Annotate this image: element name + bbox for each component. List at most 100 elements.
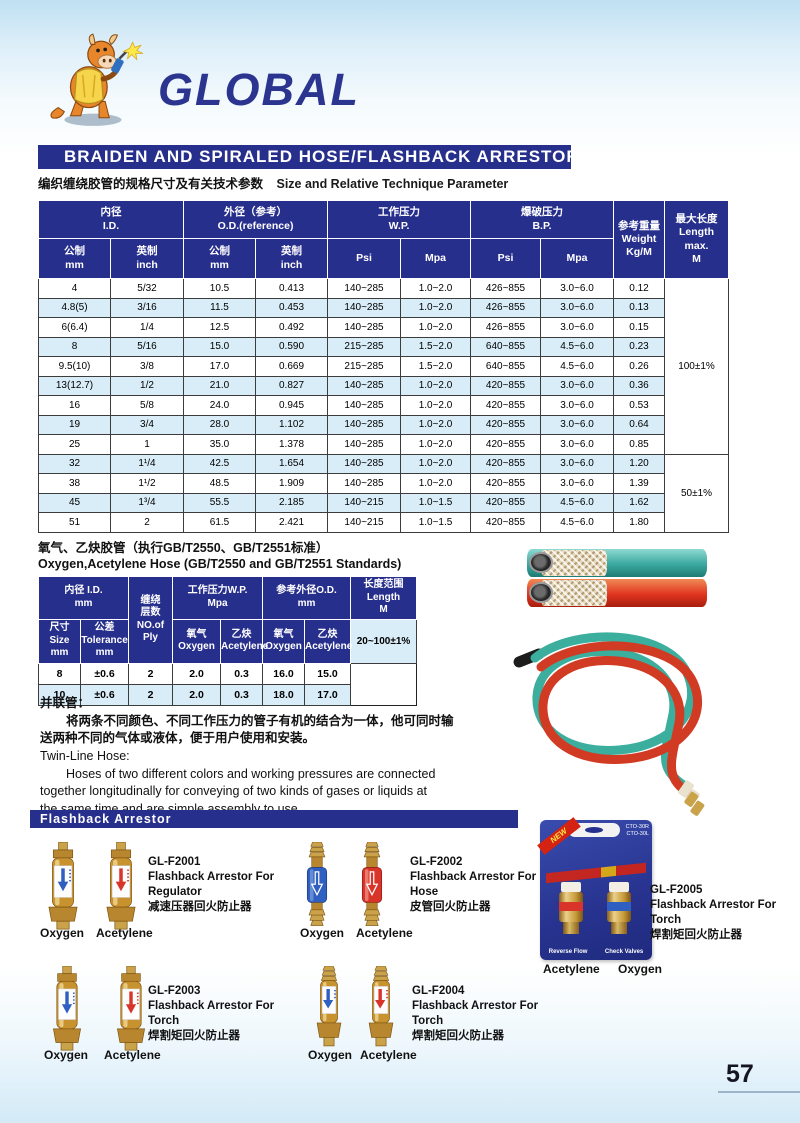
gl-f2005-desc1: Flashback Arrestor For	[650, 898, 777, 911]
cell-od-acetylene: 15.0	[304, 662, 352, 685]
cell-od-mm: 24.0	[183, 395, 256, 416]
cell-od-mm: 11.5	[183, 297, 256, 318]
cell-od-mm: 21.0	[183, 375, 256, 396]
cell-wp-psi: 215~285	[327, 356, 402, 377]
cell-wp-mpa: 1.0~2.0	[400, 453, 472, 474]
cell-bp-psi: 426~855	[470, 278, 542, 299]
cell-wp-psi: 140~285	[327, 434, 402, 455]
spec-table-row: 6(6.4) 1/4 12.5 0.492 140~285 1.0~2.0 42…	[38, 317, 729, 338]
oxygen-check-valve	[606, 882, 632, 934]
col-size: 尺寸 Size mm	[38, 618, 81, 664]
spec-table-row: 51 2 61.5 2.421 140~215 1.0~1.5 420~855 …	[38, 512, 729, 533]
page-number: 57	[726, 1060, 754, 1088]
gl-f2003-desc1: Flashback Arrestor For	[148, 999, 275, 1012]
cell-wp-acetylene: 0.3	[219, 683, 264, 706]
section-title-bar: BRAIDEN AND SPIRALED HOSE/FLASHBACK ARRE…	[38, 145, 579, 169]
cell-bp-psi: 420~855	[470, 434, 542, 455]
cell-bp-mpa: 3.0~6.0	[540, 395, 615, 416]
cell-bp-mpa: 3.0~6.0	[540, 375, 615, 396]
pack-bottom-text: Reverse Flow Check Valves	[548, 949, 644, 955]
cell-od-mm: 42.5	[183, 453, 256, 474]
gl-f2005-blister-pack-photo: NEW CTO-30R CTO-30L Reverse Flow Check V	[537, 817, 652, 960]
cell-id-mm: 38	[38, 473, 111, 494]
gl-f2003-label-acetylene: Acetylene	[104, 1048, 161, 1062]
cell-weight: 0.23	[613, 336, 666, 357]
cell-wp-mpa: 1.5~2.0	[400, 336, 472, 357]
subtitle-en: Size and Relative Technique Parameter	[276, 177, 509, 191]
gl-f2002-desc1: Flashback Arrestor For	[410, 870, 537, 883]
cell-bp-mpa: 3.0~6.0	[540, 317, 615, 338]
spec-table-row: 4 5/32 10.5 0.413 140~285 1.0~2.0 426~85…	[38, 278, 730, 455]
cell-od-inch: 2.421	[254, 512, 329, 533]
cell-od-inch: 2.185	[254, 492, 329, 513]
col-bp-psi: Psi	[470, 238, 542, 279]
cell-od-inch: 0.827	[254, 375, 329, 396]
cell-id-inch: 3/8	[110, 356, 184, 377]
cell-wp-psi: 140~285	[327, 375, 402, 396]
gl-f2003-desc-zh: 焊割矩回火防止器	[148, 1029, 240, 1042]
twin-en-title: Twin-Line Hose:	[40, 749, 130, 763]
cell-weight: 0.26	[613, 356, 666, 377]
pack-codes: CTO-30R CTO-30L	[625, 824, 649, 838]
cell-id-mm: 8	[38, 336, 111, 357]
cell-od-oxygen: 18.0	[262, 683, 306, 706]
gl-f2001-oxygen-arrestor-photo	[48, 842, 78, 930]
cell-id-mm: 25	[38, 434, 111, 455]
cell-wp-acetylene: 0.3	[219, 662, 264, 685]
spec-table-row: 25 1 35.0 1.378 140~285 1.0~2.0 420~855 …	[38, 434, 729, 455]
cell-weight: 0.15	[613, 317, 666, 338]
hose-bore	[529, 552, 553, 573]
gl-f2003-acetylene-arrestor-photo	[116, 966, 146, 1051]
twin-line-description-en: Twin-Line Hose: Hoses of two different c…	[40, 748, 510, 818]
gl-f2003-desc2: Torch	[148, 1014, 180, 1027]
cell-id-inch: 1¹/2	[110, 473, 184, 494]
blister-card: NEW CTO-30R CTO-30L Reverse Flow Check V	[537, 817, 652, 960]
gl-f2005-label-oxygen: Oxygen	[618, 962, 663, 976]
col-bp-mpa: Mpa	[540, 238, 615, 279]
cell-weight: 0.85	[613, 434, 666, 455]
twin-en-line1: Hoses of two different colors and workin…	[66, 766, 436, 781]
cell-wp-psi: 140~285	[327, 297, 402, 318]
cell-wp-psi: 140~285	[327, 473, 402, 494]
col-wp-mpa: Mpa	[400, 238, 472, 279]
col-group-id: 内径 I.D.	[38, 200, 184, 239]
spec-table-row: 4.8(5) 3/16 11.5 0.453 140~285 1.0~2.0 4…	[38, 297, 729, 318]
gl-f2003-oxygen-arrestor-photo	[52, 966, 82, 1051]
cell-bp-mpa: 4.5~6.0	[540, 512, 615, 533]
cell-bp-psi: 420~855	[470, 453, 542, 474]
pack-ribbon-graphic	[546, 862, 646, 884]
gl-f2001-model: GL-F2001	[148, 856, 201, 868]
cell-id-inch: 3/4	[110, 414, 184, 435]
spec-table-row: 19 3/4 28.0 1.102 140~285 1.0~2.0 420~85…	[38, 414, 729, 435]
cell-id-mm: 13(12.7)	[38, 375, 111, 396]
cell-od-inch: 0.453	[254, 297, 329, 318]
cell-bp-psi: 420~855	[470, 395, 542, 416]
cell-od-mm: 48.5	[183, 473, 256, 494]
brand-logo-text: GLOBAL	[158, 64, 360, 115]
cell-ply: 2	[128, 662, 173, 685]
spec-table-row: 9.5(10) 3/8 17.0 0.669 215~285 1.5~2.0 6…	[38, 356, 729, 377]
cell-bp-mpa: 4.5~6.0	[540, 336, 615, 357]
cell-wp-mpa: 1.0~1.5	[400, 512, 472, 533]
cell-od-mm: 61.5	[183, 512, 256, 533]
cell-id-inch: 5/32	[110, 278, 184, 299]
gl-f2004-acetylene-arrestor-photo	[368, 966, 394, 1047]
cell-wp-psi: 140~285	[327, 317, 402, 338]
cell-od-inch: 0.945	[254, 395, 329, 416]
cell-wp-mpa: 1.0~2.0	[400, 434, 472, 455]
spec-table-row: 32 1¹/4 42.5 1.654 140~285 1.0~2.0 420~8…	[38, 453, 730, 533]
gl-f2001-label-oxygen: Oxygen	[40, 926, 85, 940]
spec-table-row: 45 1³/4 55.5 2.185 140~215 1.0~1.5 420~8…	[38, 492, 729, 513]
cell-bp-mpa: 4.5~6.0	[540, 356, 615, 377]
twin-zh-title: 并联管：	[40, 696, 91, 710]
col-od-metric: 公制 mm	[183, 238, 256, 279]
col-id-metric: 公制 mm	[38, 238, 111, 279]
subtitle-zh: 编织缠绕胶管的规格尺寸及有关技术参数	[38, 177, 264, 191]
cell-id-mm: 32	[38, 453, 111, 474]
cell-od-mm: 17.0	[183, 356, 256, 377]
gl-f2001-desc1: Flashback Arrestor For	[148, 870, 275, 883]
cell-id-inch: 1³/4	[110, 492, 184, 513]
cell-weight: 1.80	[613, 512, 666, 533]
cell-weight: 0.53	[613, 395, 666, 416]
